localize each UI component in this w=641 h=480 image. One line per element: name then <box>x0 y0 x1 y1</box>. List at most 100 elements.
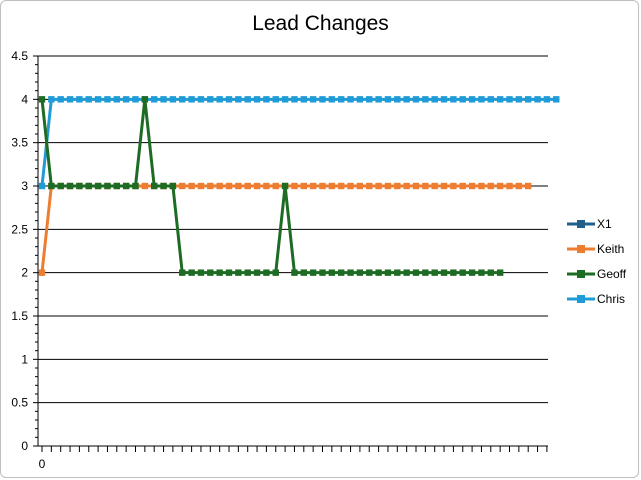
data-point-chris <box>291 96 298 103</box>
data-point-chris <box>197 96 205 103</box>
data-point-chris <box>478 96 485 103</box>
data-point-geoff <box>468 269 476 276</box>
data-point-keith <box>188 182 195 190</box>
data-point-keith <box>356 182 364 190</box>
data-point-chris <box>263 96 270 103</box>
data-point-keith <box>515 182 523 190</box>
y-tick-label: 3 <box>21 179 28 193</box>
data-point-keith <box>366 182 373 190</box>
data-point-keith <box>328 182 336 190</box>
data-point-geoff <box>85 182 92 190</box>
data-point-geoff <box>66 182 74 190</box>
data-point-keith <box>478 182 485 190</box>
data-point-chris <box>235 96 242 103</box>
data-point-keith <box>38 269 46 276</box>
data-point-geoff <box>216 269 223 276</box>
data-point-geoff <box>319 269 326 276</box>
data-point-keith <box>384 182 392 190</box>
data-point-geoff <box>38 96 46 103</box>
data-point-chris <box>104 96 111 103</box>
data-point-keith <box>468 182 476 190</box>
chart-title: Lead Changes <box>252 12 389 35</box>
data-point-chris <box>328 96 336 103</box>
data-point-geoff <box>440 269 448 276</box>
data-point-geoff <box>151 182 158 190</box>
legend-label-geoff: Geoff <box>597 267 627 281</box>
y-tick-label: 2.5 <box>11 222 28 236</box>
data-point-keith <box>300 182 307 190</box>
data-point-chris <box>394 96 401 103</box>
data-point-geoff <box>291 269 298 276</box>
y-tick-label: 0.5 <box>11 396 28 410</box>
data-point-geoff <box>347 269 354 276</box>
data-point-chris <box>207 96 214 103</box>
data-point-chris <box>440 96 448 103</box>
data-point-chris <box>76 96 83 103</box>
data-point-geoff <box>394 269 401 276</box>
data-point-geoff <box>459 269 466 276</box>
data-point-chris <box>338 96 345 103</box>
data-point-chris <box>113 96 120 103</box>
data-point-chris <box>253 96 261 103</box>
data-point-geoff <box>207 269 214 276</box>
data-point-geoff <box>263 269 270 276</box>
data-point-keith <box>179 182 186 190</box>
data-point-keith <box>338 182 345 190</box>
data-point-chris <box>468 96 476 103</box>
data-point-chris <box>48 96 55 103</box>
data-point-geoff <box>487 269 494 276</box>
data-point-chris <box>85 96 92 103</box>
data-point-chris <box>319 96 326 103</box>
data-point-chris <box>515 96 523 103</box>
data-point-chris <box>160 96 167 103</box>
data-point-chris <box>496 96 504 103</box>
data-point-keith <box>207 182 214 190</box>
data-point-keith <box>487 182 494 190</box>
y-tick-label: 2 <box>21 266 28 280</box>
y-tick-label: 1 <box>21 352 28 366</box>
data-point-keith <box>235 182 242 190</box>
data-point-chris <box>525 96 532 103</box>
data-point-chris <box>94 96 102 103</box>
data-point-keith <box>496 182 504 190</box>
data-point-geoff <box>412 269 420 276</box>
series-lines <box>38 96 560 276</box>
data-point-chris <box>487 96 494 103</box>
data-point-geoff <box>300 269 307 276</box>
data-point-chris <box>506 96 513 103</box>
data-point-geoff <box>309 269 317 276</box>
data-point-geoff <box>122 182 130 190</box>
data-point-chris <box>412 96 420 103</box>
y-tick-label: 4.5 <box>11 49 28 63</box>
y-tick-label: 0 <box>21 439 28 453</box>
data-point-chris <box>216 96 223 103</box>
data-point-keith <box>291 182 298 190</box>
data-point-chris <box>431 96 438 103</box>
data-point-keith <box>450 182 457 190</box>
data-point-keith <box>253 182 261 190</box>
data-point-keith <box>309 182 317 190</box>
data-point-chris <box>38 182 46 190</box>
data-point-chris <box>66 96 74 103</box>
legend-marker-keith <box>577 245 585 253</box>
data-point-geoff <box>48 182 55 190</box>
legend-label-keith: Keith <box>597 242 624 256</box>
data-point-geoff <box>338 269 345 276</box>
data-point-chris <box>132 96 139 103</box>
data-point-chris <box>309 96 317 103</box>
legend-marker-x1 <box>577 220 585 228</box>
legend-marker-chris <box>577 295 585 303</box>
data-point-geoff <box>141 96 149 103</box>
axes: 0 0.5 1 1.5 2 2.5 3 3.5 4 4.5 0 <box>11 49 548 471</box>
data-point-chris <box>356 96 364 103</box>
data-point-keith <box>375 182 382 190</box>
data-point-chris <box>122 96 130 103</box>
data-point-geoff <box>94 182 102 190</box>
data-point-geoff <box>403 269 410 276</box>
data-point-geoff <box>169 182 177 190</box>
data-point-chris <box>169 96 177 103</box>
data-point-keith <box>216 182 223 190</box>
legend-label-x1: X1 <box>597 217 612 231</box>
data-point-geoff <box>366 269 373 276</box>
